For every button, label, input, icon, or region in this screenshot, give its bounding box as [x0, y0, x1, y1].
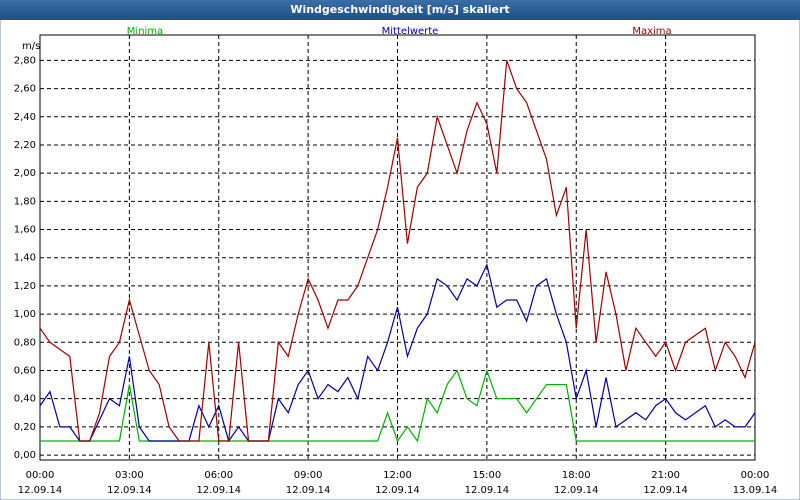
legend-entry: Mittelwerte [382, 26, 439, 37]
y-unit: m/s [22, 41, 40, 52]
x-tick-date: 12.09.14 [465, 485, 510, 496]
x-tick-date: 12.09.14 [18, 485, 63, 496]
y-tick-label: 1,80 [14, 196, 36, 207]
x-tick-label: 18:00 [562, 470, 591, 481]
x-tick-date: 13.09.14 [733, 485, 778, 496]
x-tick-label: 09:00 [294, 470, 323, 481]
y-tick-label: 2,40 [14, 112, 36, 123]
y-tick-label: 2,00 [14, 168, 36, 179]
x-tick-label: 00:00 [741, 470, 770, 481]
legend-entry: Minima [127, 26, 163, 37]
y-tick-label: 2,80 [14, 55, 36, 66]
y-tick-label: 1,40 [14, 253, 36, 264]
x-tick-label: 12:00 [383, 470, 412, 481]
y-tick-label: 1,60 [14, 225, 36, 236]
y-tick-label: 2,20 [14, 140, 36, 151]
y-tick-label: 0,40 [14, 394, 36, 405]
series-line [39, 262, 756, 443]
x-tick-date: 12.09.14 [107, 485, 152, 496]
y-tick-label: 0,60 [14, 365, 36, 376]
legend-entry: Maxima [632, 26, 671, 37]
x-tick-label: 03:00 [115, 470, 144, 481]
x-tick-label: 15:00 [472, 470, 501, 481]
x-tick-date: 12.09.14 [643, 485, 688, 496]
title-bar [0, 0, 800, 20]
x-tick-label: 21:00 [651, 470, 680, 481]
x-tick-date: 12.09.14 [375, 485, 420, 496]
y-tick-label: 0,80 [14, 337, 36, 348]
y-tick-label: 0,00 [14, 450, 36, 461]
x-tick-label: 00:00 [26, 470, 55, 481]
y-tick-label: 1,00 [14, 309, 36, 320]
x-tick-date: 12.09.14 [554, 485, 599, 496]
series-line [39, 60, 756, 442]
x-tick-label: 06:00 [204, 470, 233, 481]
x-tick-date: 12.09.14 [286, 485, 331, 496]
y-tick-label: 2,60 [14, 84, 36, 95]
y-tick-label: 1,20 [14, 281, 36, 292]
x-tick-date: 12.09.14 [196, 485, 241, 496]
chart-title: Windgeschwindigkeit [m/s] skaliert [290, 3, 509, 16]
y-tick-label: 0,20 [14, 422, 36, 433]
